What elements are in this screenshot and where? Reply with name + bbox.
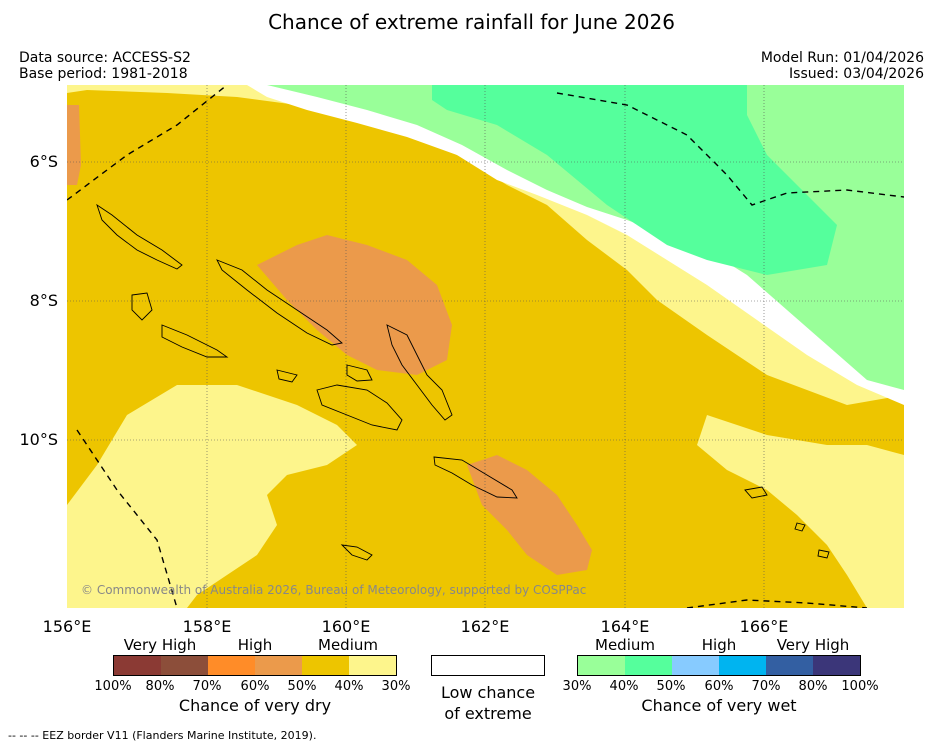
wet-tick-60: 60%: [704, 679, 734, 694]
eez-borders: [67, 85, 904, 608]
wet-swatch-5: [766, 656, 813, 675]
wet-cat-high: High: [701, 636, 737, 654]
dry-tick-50: 50%: [287, 679, 317, 694]
wet-swatch-6: [813, 656, 860, 675]
wet-tick-100: 100%: [841, 679, 879, 694]
graticule: [67, 85, 904, 608]
lon-label-162e: 162°E: [460, 617, 510, 636]
high-dry-patch-south: [467, 455, 592, 575]
high-dry-patch-edge: [67, 105, 81, 185]
low-dry-band-south-west: [67, 385, 357, 608]
meta-left: Data source: ACCESS-S2 Base period: 1981…: [19, 50, 191, 82]
chart-title: Chance of extreme rainfall for June 2026: [268, 10, 675, 34]
wet-cat-very-high: Very High: [776, 636, 850, 654]
dry-tick-80: 80%: [145, 679, 175, 694]
lon-label-164e: 164°E: [600, 617, 650, 636]
dry-colorbar: [113, 655, 397, 676]
low-chance-label: Low chance of extreme: [420, 682, 556, 724]
dry-swatch-4: [255, 656, 302, 675]
lon-label-166e: 166°E: [739, 617, 789, 636]
lat-label-6s: 6°S: [29, 152, 58, 171]
lon-label-160e: 160°E: [321, 617, 371, 636]
low-chance-line2: of extreme: [444, 704, 532, 723]
dry-swatch-2: [161, 656, 208, 675]
wet-tick-50: 50%: [656, 679, 686, 694]
wet-cat-medium: Medium: [595, 636, 655, 654]
wet-legend-title: Chance of very wet: [641, 696, 797, 715]
low-chance-line1: Low chance: [440, 683, 536, 702]
lon-label-158e: 158°E: [182, 617, 232, 636]
dry-cat-very-high: Very High: [123, 636, 197, 654]
copyright-note: © Commonwealth of Australia 2026, Bureau…: [81, 583, 587, 597]
wet-colorbar: [577, 655, 861, 676]
dry-legend-title: Chance of very dry: [178, 696, 332, 715]
dry-swatch-5: [302, 656, 349, 675]
wet-tick-30: 30%: [562, 679, 592, 694]
wet-swatch-4: [719, 656, 766, 675]
dry-tick-70: 70%: [192, 679, 222, 694]
wet-tick-80: 80%: [798, 679, 828, 694]
issued-date: Issued: 03/04/2026: [789, 66, 924, 82]
model-run: Model Run: 01/04/2026: [760, 50, 924, 66]
medium-wet-region: [432, 85, 837, 275]
rainfall-map: [67, 85, 904, 608]
low-chance-swatch: [431, 655, 545, 676]
base-period: Base period: 1981-2018: [19, 66, 188, 82]
dry-tick-100: 100%: [94, 679, 132, 694]
dry-cat-medium: Medium: [318, 636, 378, 654]
wet-swatch-1: [578, 656, 625, 675]
dry-tick-30: 30%: [381, 679, 411, 694]
low-dry-band-south-east: [697, 415, 904, 608]
wet-swatch-3: [672, 656, 719, 675]
dry-swatch-3: [208, 656, 255, 675]
lon-label-156e: 156°E: [42, 617, 92, 636]
dry-swatch-6: [349, 656, 396, 675]
high-dry-patch-north: [257, 235, 452, 375]
wet-tick-70: 70%: [751, 679, 781, 694]
wet-tick-40: 40%: [609, 679, 639, 694]
dry-swatch-1: [114, 656, 161, 675]
wet-swatch-2: [625, 656, 672, 675]
coastlines: [96, 203, 830, 561]
eez-footnote: -- -- -- EEZ border V11 (Flanders Marine…: [8, 729, 317, 742]
dry-tick-40: 40%: [334, 679, 364, 694]
lat-label-8s: 8°S: [29, 291, 58, 310]
meta-right: Model Run: 01/04/2026 Issued: 03/04/2026: [761, 50, 924, 82]
dry-tick-60: 60%: [240, 679, 270, 694]
data-source: Data source: ACCESS-S2: [19, 50, 191, 66]
lat-label-10s: 10°S: [19, 430, 58, 449]
dry-cat-high: High: [237, 636, 273, 654]
